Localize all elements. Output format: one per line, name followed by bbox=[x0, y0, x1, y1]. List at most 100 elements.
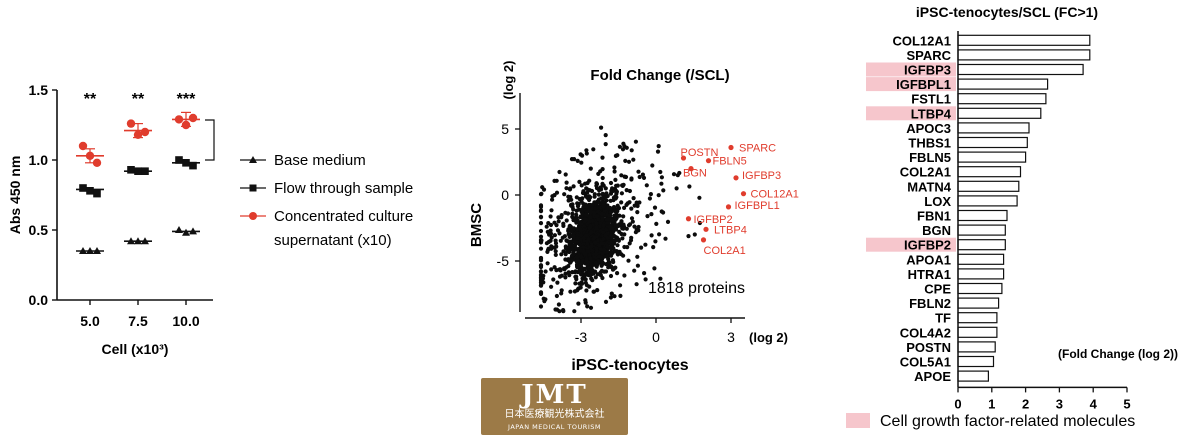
protein-point bbox=[652, 205, 658, 210]
protein-point bbox=[550, 197, 555, 202]
significance-label: ** bbox=[84, 91, 97, 108]
protein-point bbox=[557, 231, 562, 236]
highlighted-protein-label: SPARC bbox=[739, 142, 776, 154]
protein-point bbox=[657, 232, 662, 237]
protein-point bbox=[561, 249, 566, 254]
protein-point bbox=[538, 269, 544, 274]
protein-point bbox=[643, 242, 648, 247]
bar bbox=[957, 49, 1091, 61]
protein-point bbox=[589, 188, 595, 194]
protein-point bbox=[552, 178, 557, 183]
protein-point bbox=[649, 233, 654, 238]
protein-point bbox=[575, 265, 580, 270]
bar bbox=[957, 326, 998, 338]
protein-point bbox=[566, 264, 571, 269]
data-point-circle bbox=[85, 151, 95, 160]
y-tick-label: 5 bbox=[501, 121, 509, 137]
protein-point bbox=[609, 291, 614, 296]
protein-point bbox=[656, 144, 661, 149]
bar bbox=[957, 78, 1049, 90]
category-label: IGFBPL1 bbox=[896, 77, 951, 92]
highlighted-protein-label: POSTN bbox=[681, 147, 719, 159]
protein-point bbox=[651, 245, 656, 250]
highlighted-protein-label: IGFBP2 bbox=[694, 214, 733, 226]
protein-point bbox=[596, 192, 602, 197]
protein-point bbox=[548, 214, 553, 219]
x-tick-label: 3 bbox=[1056, 396, 1063, 411]
protein-point bbox=[621, 141, 626, 146]
protein-point bbox=[587, 197, 592, 203]
y-tick-label: 0.0 bbox=[29, 292, 49, 308]
protein-point bbox=[614, 249, 619, 254]
protein-point bbox=[623, 158, 628, 163]
protein-point bbox=[591, 236, 596, 241]
protein-point bbox=[584, 257, 589, 262]
significance-label: ** bbox=[132, 91, 145, 108]
legend-marker-circle bbox=[249, 212, 257, 220]
data-point-square bbox=[127, 166, 135, 174]
data-point-triangle bbox=[86, 247, 94, 254]
data-point-square bbox=[182, 159, 190, 167]
protein-point bbox=[553, 252, 558, 257]
protein-point bbox=[615, 203, 620, 208]
protein-point bbox=[538, 215, 544, 220]
bar bbox=[957, 209, 1008, 222]
protein-point bbox=[585, 190, 590, 195]
protein-point bbox=[588, 166, 593, 171]
highlighted-protein-point bbox=[688, 166, 694, 172]
protein-point bbox=[555, 280, 560, 285]
category-label: FBN1 bbox=[917, 209, 951, 224]
protein-point bbox=[587, 178, 592, 183]
protein-point bbox=[633, 139, 639, 144]
protein-point bbox=[608, 245, 613, 251]
data-point-circle bbox=[140, 127, 150, 137]
protein-point bbox=[577, 196, 582, 202]
protein-point bbox=[599, 255, 604, 260]
protein-point bbox=[554, 190, 560, 195]
data-point-square bbox=[134, 167, 142, 175]
protein-point bbox=[583, 298, 588, 303]
protein-point bbox=[601, 223, 606, 228]
bar bbox=[957, 63, 1084, 76]
protein-point bbox=[563, 210, 568, 215]
protein-point bbox=[563, 275, 568, 280]
protein-point bbox=[588, 209, 593, 215]
protein-point bbox=[608, 198, 613, 203]
protein-point bbox=[579, 261, 584, 266]
protein-point bbox=[583, 204, 589, 209]
protein-point bbox=[686, 234, 691, 239]
category-label: APOA1 bbox=[906, 252, 951, 267]
x-axis-label: iPSC-tenocytes bbox=[571, 357, 688, 374]
data-point-square bbox=[175, 156, 183, 164]
protein-point bbox=[619, 219, 624, 224]
category-label: FSTL1 bbox=[911, 92, 951, 107]
protein-point bbox=[610, 258, 616, 263]
protein-point bbox=[549, 208, 554, 213]
protein-point bbox=[642, 271, 647, 276]
protein-point bbox=[617, 213, 622, 218]
protein-point bbox=[603, 233, 608, 238]
protein-point bbox=[617, 144, 623, 149]
protein-point bbox=[610, 186, 615, 191]
protein-point bbox=[550, 194, 555, 199]
protein-point bbox=[692, 232, 697, 237]
y-unit-label: (log 2) bbox=[501, 61, 516, 100]
legend-label: Base medium bbox=[274, 152, 366, 169]
protein-point bbox=[562, 266, 567, 271]
protein-point bbox=[656, 193, 661, 198]
protein-point bbox=[552, 233, 558, 238]
protein-point bbox=[582, 251, 588, 257]
protein-point bbox=[589, 244, 594, 249]
protein-point bbox=[564, 186, 569, 191]
protein-point bbox=[674, 186, 679, 191]
highlight-band bbox=[866, 237, 956, 252]
highlighted-protein-point bbox=[685, 216, 692, 222]
y-tick-label: -5 bbox=[497, 253, 510, 269]
protein-point bbox=[562, 192, 567, 197]
company-logo: JMT 日本医療観光株式会社 JAPAN MEDICAL TOURISM bbox=[481, 378, 628, 435]
protein-point bbox=[608, 180, 614, 186]
bar bbox=[957, 195, 1018, 207]
protein-point bbox=[586, 237, 591, 242]
x-tick-label: 4 bbox=[1090, 396, 1098, 411]
